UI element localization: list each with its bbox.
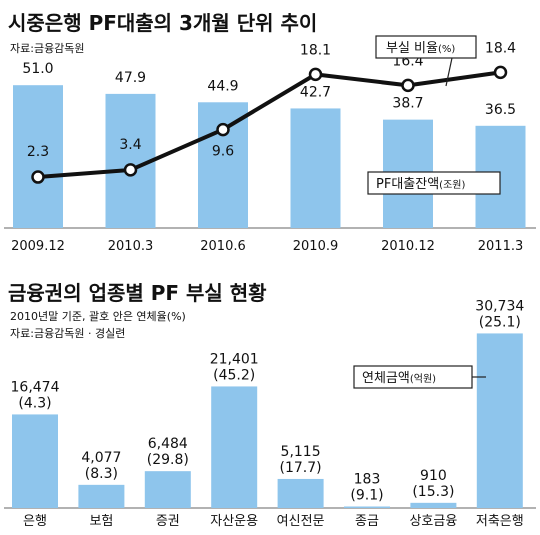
npl-ratio-label-3: 18.1 [300, 42, 331, 58]
bar-delinquency-label-2: 6,484 [148, 436, 188, 452]
x-tick-label-7: 저축은행 [476, 513, 524, 529]
npl-ratio-label-5: 18.4 [485, 40, 516, 56]
bar-delinquency-6 [410, 502, 457, 508]
bar-delinquency-3 [211, 386, 258, 508]
bar-rate-label-4: (17.7) [280, 460, 322, 476]
legend-amount-unit: (억원) [410, 373, 436, 385]
legend-npl-box [375, 35, 477, 59]
chart2-title: 금융권의 업종별 PF 부실 현황 [8, 281, 267, 305]
bar-balance-label-1: 47.9 [115, 70, 146, 86]
legend-balance-box [367, 171, 501, 195]
npl-ratio-point-0 [31, 170, 45, 184]
x-tick-label-4: 2010.12 [381, 239, 435, 254]
bar-balance-label-5: 36.5 [485, 102, 516, 118]
chart1-title: 시중은행 PF대출의 3개월 단위 추이 [8, 11, 317, 35]
bar-rate-label-3: (45.2) [213, 367, 255, 383]
npl-ratio-point-5 [493, 65, 508, 80]
bar-delinquency-1 [78, 484, 125, 508]
bar-balance-label-3: 42.7 [300, 84, 331, 100]
bar-rate-label-0: (4.3) [18, 395, 51, 411]
bar-balance-label-2: 44.9 [207, 78, 238, 94]
bar-delinquency-label-4: 5,115 [281, 444, 321, 460]
bar-delinquency-label-1: 4,077 [81, 450, 121, 466]
bar-delinquency-2 [144, 471, 191, 508]
npl-ratio-point-2 [216, 122, 230, 137]
npl-ratio-point-4 [401, 78, 415, 93]
x-tick-label-0: 은행 [23, 513, 47, 529]
npl-ratio-label-0: 2.3 [27, 144, 49, 160]
bar-balance-label-4: 38.7 [392, 96, 423, 112]
bar-balance-3 [290, 108, 341, 228]
npl-ratio-line [37, 70, 501, 180]
bar-delinquency-7 [476, 333, 523, 508]
bar-rate-label-1: (8.3) [85, 466, 118, 482]
bar-delinquency-label-0: 16,474 [11, 379, 60, 395]
bar-delinquency-0 [12, 414, 58, 508]
chart2-source: 자료:금융감독원 · 경실련 [10, 327, 125, 340]
chart1-source: 자료:금융감독원 [10, 42, 85, 55]
npl-ratio-point-1 [123, 163, 138, 177]
chart2-subtitle: 2010년말 기준, 괄호 안은 연체율(%) [10, 310, 186, 323]
bar-delinquency-label-6: 910 [420, 468, 447, 484]
bar-delinquency-5 [344, 506, 390, 508]
x-tick-label-2: 증권 [156, 514, 180, 529]
legend-amount-label: 연체금액(억원) [362, 371, 436, 386]
npl-ratio-label-1: 3.4 [119, 137, 141, 153]
legend-balance-label: PF대출잔액(조원) [376, 177, 465, 192]
x-tick-label-1: 보험 [89, 514, 113, 529]
bar-rate-label-7: (25.1) [479, 314, 521, 330]
npl-ratio-label-2: 9.6 [212, 144, 234, 160]
x-tick-label-3: 2010.9 [293, 239, 339, 254]
bar-delinquency-label-5: 183 [354, 472, 381, 488]
bar-delinquency-4 [277, 478, 324, 508]
x-tick-label-5: 2011.3 [478, 239, 524, 254]
bar-balance-label-0: 51.0 [22, 61, 53, 77]
x-tick-label-4: 여신전문 [277, 514, 325, 529]
npl-ratio-point-3 [308, 67, 323, 82]
x-tick-label-1: 2010.3 [108, 239, 154, 254]
legend-npl-label: 부실 비율(%) [386, 41, 455, 56]
x-tick-label-3: 자산운용 [210, 514, 258, 529]
x-tick-label-0: 2009.12 [11, 239, 65, 254]
x-tick-label-5: 종금 [355, 514, 379, 529]
x-tick-label-2: 2010.6 [200, 239, 246, 254]
x-tick-label-6: 상호금융 [409, 514, 457, 529]
bar-delinquency-label-3: 21,401 [210, 351, 259, 367]
legend-npl-leader [445, 57, 453, 87]
bar-rate-label-2: (29.8) [147, 452, 189, 468]
bar-rate-label-5: (9.1) [350, 488, 383, 504]
bar-delinquency-label-7: 30,734 [475, 298, 524, 314]
bar-balance-0 [13, 85, 63, 228]
legend-npl-unit: (%) [438, 44, 455, 55]
bar-rate-label-6: (15.3) [412, 484, 454, 500]
legend-balance-unit: (조원) [439, 179, 465, 191]
